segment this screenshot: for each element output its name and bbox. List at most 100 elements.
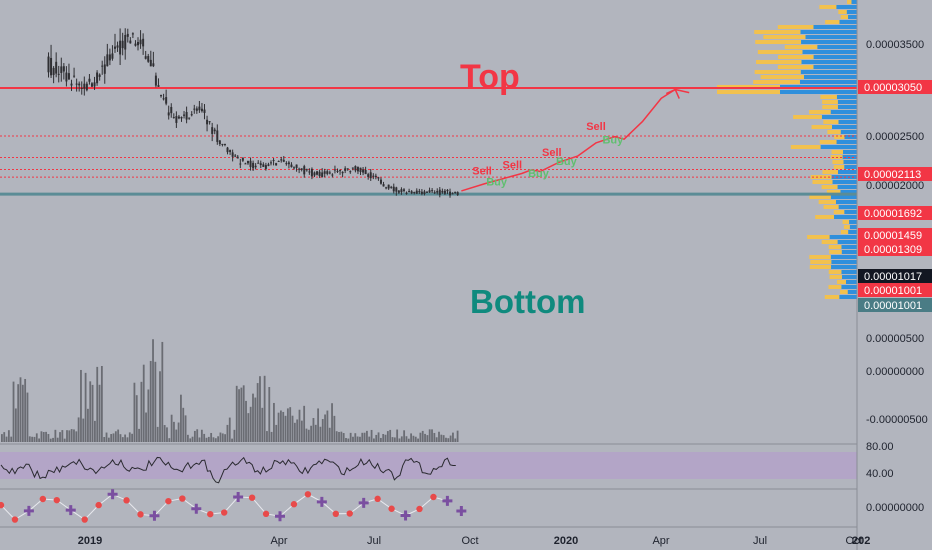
volume-bar xyxy=(252,393,254,442)
candle-body xyxy=(221,143,224,145)
candle-body xyxy=(126,33,129,37)
volume-bar xyxy=(359,436,361,442)
candle-body xyxy=(70,83,73,86)
volume-bar xyxy=(17,384,20,442)
volume-bar xyxy=(396,429,399,442)
profile-bar-blue xyxy=(830,110,857,114)
volume-bar xyxy=(414,436,417,442)
volume-bar xyxy=(180,394,182,442)
osc-cross-marker xyxy=(456,506,467,516)
candle-body xyxy=(344,168,347,171)
profile-bar-blue xyxy=(841,250,857,254)
volume-bar xyxy=(419,432,422,442)
candle-body xyxy=(326,171,329,174)
candle-body xyxy=(277,160,280,162)
candle-body xyxy=(446,189,449,192)
profile-bar-orange xyxy=(828,285,842,289)
volume-bar xyxy=(168,438,171,442)
volume-bar xyxy=(268,387,271,442)
profile-bar-orange xyxy=(832,160,844,164)
rsi-tick-label: 80.00 xyxy=(866,441,894,453)
candle-body xyxy=(93,82,96,87)
candle-body xyxy=(364,170,367,175)
profile-bar-orange xyxy=(840,15,849,19)
osc-dot-marker xyxy=(81,516,88,523)
profile-bar-blue xyxy=(846,10,857,14)
profile-bar-blue xyxy=(837,100,857,104)
candle-body xyxy=(356,167,359,172)
volume-bar xyxy=(166,427,168,442)
candle-body xyxy=(272,160,275,162)
time-tick-label: Apr xyxy=(270,535,287,547)
candle-body xyxy=(116,45,119,48)
volume-bar xyxy=(149,360,152,442)
volume-bar xyxy=(349,432,352,442)
volume-bar xyxy=(247,413,250,442)
candle-body xyxy=(341,171,344,174)
candle-body xyxy=(246,161,249,164)
profile-bar-blue xyxy=(843,150,857,154)
profile-bar-blue xyxy=(834,215,857,219)
sell-label: Sell xyxy=(586,121,606,133)
profile-bar-orange xyxy=(717,90,780,94)
volume-bar xyxy=(214,438,217,442)
candle-body xyxy=(390,186,393,188)
profile-bar-orange xyxy=(843,225,850,229)
price-tick-label: 0.00002000 xyxy=(866,180,924,192)
volume-bar xyxy=(26,392,29,442)
volume-bar xyxy=(442,435,445,442)
profile-bar-blue xyxy=(832,180,857,184)
profile-bar-blue xyxy=(840,130,857,134)
volume-bar xyxy=(68,430,71,442)
candle-body xyxy=(236,156,239,159)
profile-bar-blue xyxy=(835,200,857,204)
volume-bar xyxy=(205,437,208,442)
candle-body xyxy=(98,74,101,77)
volume-bar xyxy=(410,433,412,442)
price-label-box xyxy=(858,80,932,94)
profile-bar-blue xyxy=(838,205,857,209)
volume-bar xyxy=(121,437,124,442)
volume-bar xyxy=(100,365,103,442)
volume-bar xyxy=(445,437,447,442)
volume-bar xyxy=(386,431,389,442)
candle-body xyxy=(413,192,416,194)
volume-bar xyxy=(242,385,245,442)
profile-bar-orange xyxy=(822,105,838,109)
candle-body xyxy=(328,172,331,174)
price-label-text: 0.00001017 xyxy=(864,271,922,283)
profile-bar-orange xyxy=(824,295,840,299)
profile-bar-orange xyxy=(838,10,847,14)
volume-bar xyxy=(42,431,45,442)
profile-bar-orange xyxy=(846,0,852,4)
profile-bar-orange xyxy=(755,40,802,44)
osc-dot-marker xyxy=(248,494,256,501)
volume-bar xyxy=(191,436,194,442)
volume-bar xyxy=(296,419,299,442)
volume-bar xyxy=(431,429,433,442)
candle-body xyxy=(316,171,319,175)
volume-bar xyxy=(105,432,108,442)
price-axis[interactable]: 0.00003500 0.00002500 0.00002000 0.00000500… xyxy=(856,0,932,550)
volume-bar xyxy=(10,436,13,442)
candle-body xyxy=(213,129,216,132)
volume-bar xyxy=(156,426,159,442)
osc-dot-marker xyxy=(374,495,381,503)
rsi-band xyxy=(0,452,857,479)
volume-bar xyxy=(289,407,292,442)
time-tick-label: Apr xyxy=(652,535,669,547)
volume-bar xyxy=(61,430,64,442)
candle-body xyxy=(101,65,104,67)
candle-body xyxy=(160,95,163,97)
volume-bar xyxy=(66,430,68,442)
volume-bar xyxy=(456,430,459,442)
price-label-box xyxy=(858,242,932,256)
candle-body xyxy=(354,166,357,171)
candle-body xyxy=(129,40,132,44)
profile-bar-orange xyxy=(823,205,839,209)
buy-label: Buy xyxy=(528,168,550,180)
osc-dot-marker xyxy=(332,510,339,518)
volume-bar xyxy=(375,434,378,442)
